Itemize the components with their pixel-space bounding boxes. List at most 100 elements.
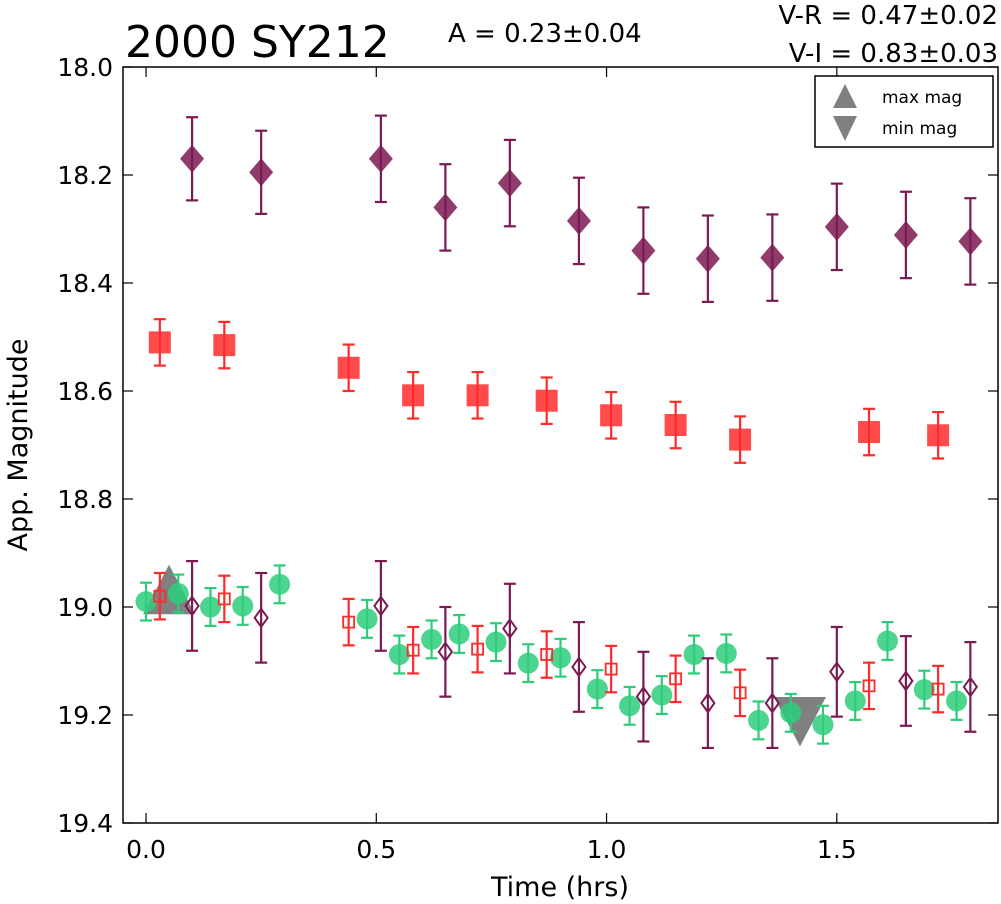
filled-diamond-point bbox=[566, 206, 591, 235]
open-square-point bbox=[217, 592, 231, 606]
open-square-point bbox=[406, 643, 420, 657]
open-square-point bbox=[540, 648, 554, 661]
filled-circle-point bbox=[715, 642, 737, 664]
open-square-point bbox=[669, 672, 683, 686]
x-tick-label: 1.0 bbox=[587, 835, 627, 864]
filled-circle-point bbox=[232, 595, 254, 617]
filled-circle-point bbox=[812, 714, 834, 736]
error-bar bbox=[830, 625, 843, 718]
filled-square-point bbox=[729, 428, 752, 451]
open-diamond-point bbox=[437, 641, 454, 663]
filled-square-point bbox=[927, 424, 950, 447]
error-bar bbox=[503, 582, 516, 675]
filled-diamond-point bbox=[695, 244, 720, 273]
axis-ticks: 0.0 0.5 1.0 1.5 18.0 18.2 18.4 18.6 18.8 19.0 19.2… bbox=[57, 53, 998, 864]
filled-circle-point bbox=[421, 628, 443, 650]
filled-circle-point bbox=[448, 623, 470, 645]
x-axis-label: Time (hrs) bbox=[490, 872, 629, 903]
error-bar bbox=[374, 559, 387, 652]
open-diamond-point bbox=[962, 676, 979, 698]
filled-diamond-point bbox=[631, 236, 656, 265]
open-diamond-point bbox=[373, 595, 389, 617]
min-mag-legend-icon bbox=[833, 116, 857, 141]
filled-diamond-point bbox=[824, 212, 849, 241]
filled-square-point bbox=[337, 356, 360, 379]
x-tick-label: 0.0 bbox=[126, 835, 166, 864]
chart-title: 2000 SY212 bbox=[125, 17, 390, 68]
y-tick-label: 18.4 bbox=[57, 269, 113, 298]
filled-circle-point bbox=[200, 596, 221, 618]
filled-circle-point bbox=[167, 583, 189, 604]
open-diamond-point bbox=[502, 617, 518, 640]
x-tick-label: 0.5 bbox=[356, 835, 396, 864]
filled-diamond-point bbox=[893, 220, 918, 249]
open-diamond-point bbox=[635, 685, 652, 708]
open-diamond-point bbox=[184, 595, 200, 617]
filled-circle-point bbox=[517, 652, 539, 674]
open-square-point bbox=[733, 686, 747, 700]
error-bar bbox=[766, 657, 779, 750]
error-bar bbox=[605, 644, 618, 694]
filled-circle-point bbox=[388, 644, 410, 666]
y-axis-label: App. Magnitude bbox=[3, 339, 34, 552]
open-square-point bbox=[931, 682, 945, 696]
filled-diamond-point bbox=[958, 227, 983, 256]
open-square-point bbox=[604, 662, 618, 676]
error-bar bbox=[255, 571, 268, 664]
color-index-vi: V-I = 0.83±0.03 bbox=[789, 39, 998, 69]
filled-diamond-point bbox=[180, 144, 205, 173]
amplitude-label: A = 0.23±0.04 bbox=[448, 19, 642, 49]
y-tick-label: 18.8 bbox=[57, 485, 113, 514]
open-diamond-point bbox=[571, 656, 587, 678]
filled-diamond-point bbox=[760, 243, 785, 272]
open-diamond-point bbox=[700, 692, 716, 714]
error-bar bbox=[540, 630, 553, 679]
filled-diamond-point bbox=[433, 193, 458, 222]
open-square-point bbox=[342, 615, 356, 629]
x-tick-label: 1.5 bbox=[817, 835, 857, 864]
max-mag-legend-icon bbox=[833, 84, 857, 108]
filled-circle-point bbox=[269, 573, 291, 595]
filled-circle-point bbox=[135, 591, 157, 613]
filled-square-point bbox=[664, 414, 687, 437]
error-bar bbox=[734, 668, 747, 718]
error-bar bbox=[186, 559, 199, 652]
y-tick-label: 19.4 bbox=[57, 809, 113, 838]
filled-circle-point bbox=[651, 684, 673, 706]
error-bar bbox=[572, 621, 585, 713]
filled-circle-point bbox=[844, 690, 866, 712]
open-diamond-point bbox=[764, 692, 781, 714]
error-bar bbox=[932, 664, 945, 714]
filled-diamond-point bbox=[368, 144, 393, 173]
filled-square-point bbox=[600, 404, 623, 427]
legend-label-min: min mag bbox=[882, 119, 957, 139]
filled-square-point bbox=[148, 331, 171, 354]
color-index-vr: V-R = 0.47±0.02 bbox=[778, 1, 998, 31]
y-tick-label: 19.0 bbox=[57, 593, 113, 622]
filled-circle-point bbox=[780, 702, 802, 724]
error-bar bbox=[637, 650, 650, 743]
filled-circle-point bbox=[946, 690, 968, 712]
filled-circle-point bbox=[913, 679, 935, 701]
data-marks bbox=[135, 114, 983, 750]
error-bar bbox=[899, 635, 912, 727]
legend: max mag min mag bbox=[814, 75, 994, 148]
error-bar bbox=[669, 654, 682, 704]
open-diamond-point bbox=[253, 607, 269, 629]
y-tick-label: 18.6 bbox=[57, 377, 113, 406]
filled-circle-point bbox=[356, 608, 378, 630]
filled-square-point bbox=[466, 384, 489, 407]
filled-square-point bbox=[858, 421, 881, 444]
error-bar bbox=[439, 605, 452, 698]
error-bar bbox=[471, 624, 484, 674]
filled-circle-point bbox=[485, 631, 507, 653]
filled-circle-point bbox=[550, 647, 571, 669]
open-square-point bbox=[153, 589, 167, 603]
open-diamond-point bbox=[898, 670, 914, 692]
filled-square-point bbox=[535, 389, 558, 412]
error-bar bbox=[342, 597, 355, 647]
y-tick-label: 18.0 bbox=[57, 53, 113, 82]
filled-diamond-point bbox=[497, 169, 522, 198]
y-tick-label: 18.2 bbox=[57, 161, 113, 190]
